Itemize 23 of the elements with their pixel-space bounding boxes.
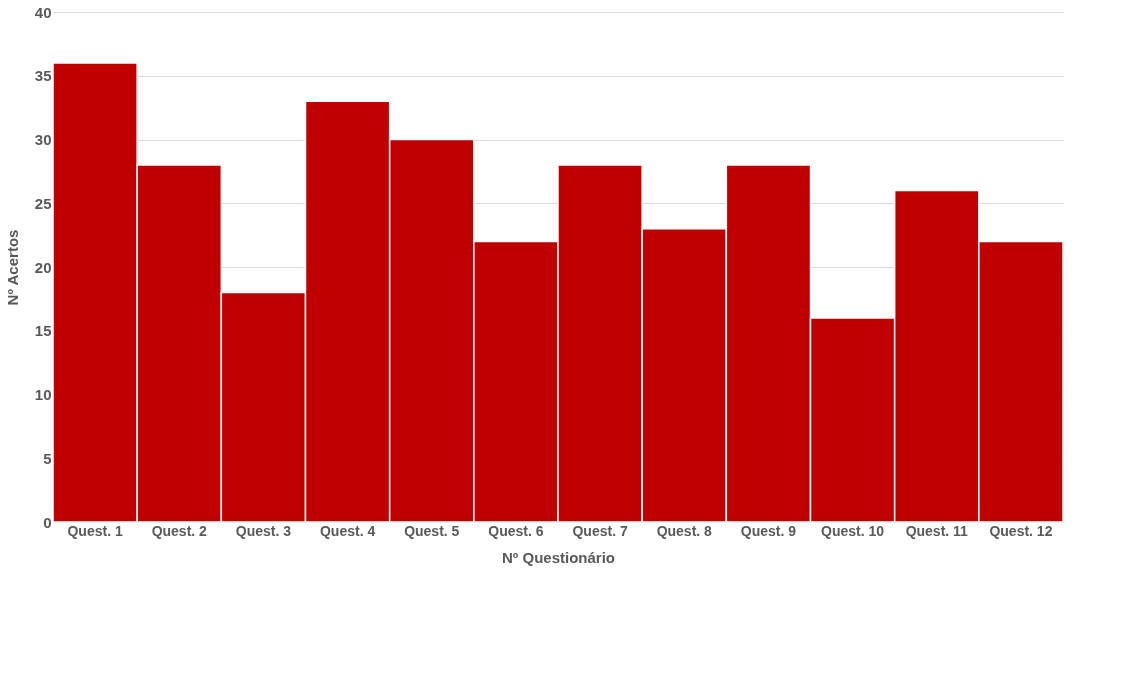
y-tick-label: 10 <box>34 386 52 403</box>
x-tick-label: Quest. 1 <box>67 522 123 539</box>
y-tick-label: 0 <box>43 513 52 531</box>
x-tick-label: Quest. 12 <box>989 522 1053 539</box>
y-tick-label: 15 <box>34 322 52 340</box>
y-tick-label: 35 <box>34 67 52 85</box>
x-tick-label: Quest. 5 <box>404 522 460 539</box>
x-axis-title: Nº Questionário <box>502 548 615 566</box>
y-tick-label: 30 <box>34 131 52 148</box>
x-tick-label: Quest. 2 <box>151 522 208 539</box>
x-tick-label: Quest. 10 <box>821 522 885 539</box>
x-tick-label: Quest. 7 <box>572 522 628 539</box>
x-tick-label: Quest. 3 <box>235 522 292 539</box>
x-tick-label: Quest. 8 <box>656 522 713 539</box>
x-tick-label: Quest. 4 <box>319 522 376 539</box>
y-tick-label: 40 <box>34 3 52 21</box>
x-tick-label: Quest. 9 <box>740 522 797 539</box>
y-tick-label: 20 <box>34 258 52 276</box>
y-axis-title: Nº Acertos <box>3 229 21 306</box>
y-tick-label: 25 <box>34 194 52 212</box>
y-tick-label: 5 <box>43 449 52 467</box>
x-tick-label: Quest. 6 <box>488 522 544 539</box>
x-tick-label: Quest. 11 <box>905 522 969 539</box>
